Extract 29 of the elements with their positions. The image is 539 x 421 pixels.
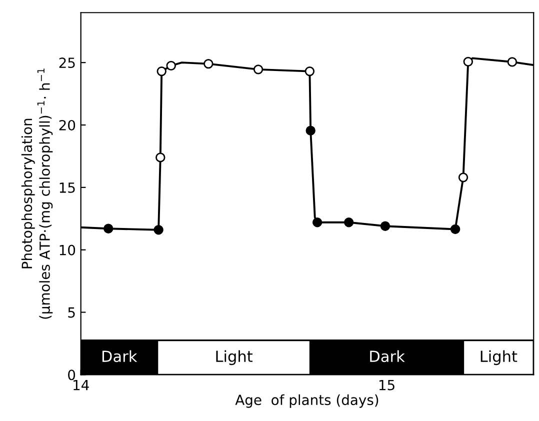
point xyxy=(450,224,460,234)
y-tick-label: 5 xyxy=(68,307,75,318)
x-tick-label: 14 xyxy=(74,380,89,390)
point xyxy=(458,172,468,182)
y-tick-label: 0 xyxy=(68,370,76,380)
point xyxy=(104,224,114,234)
point xyxy=(253,64,264,74)
point xyxy=(204,58,214,69)
point xyxy=(507,57,518,67)
y-tick-label: 20 xyxy=(59,120,76,130)
point xyxy=(154,225,164,235)
band-label: Dark xyxy=(102,350,138,362)
point xyxy=(344,218,354,228)
band-label: Dark xyxy=(370,350,405,362)
point xyxy=(156,152,166,162)
point xyxy=(306,126,316,136)
point xyxy=(312,218,322,228)
point xyxy=(304,66,315,76)
y-tick-label: 15 xyxy=(60,182,75,193)
band-label: Light xyxy=(480,350,518,366)
point xyxy=(156,66,166,76)
band-label: Light xyxy=(216,350,253,366)
y-axis-title: Photophosphorylation (μmoles ATP·(mg chlorophyll)$^{−1}$· h$^{−1}$ xyxy=(21,68,53,319)
y-tick-label: 25 xyxy=(59,58,75,68)
y-tick-label: 10 xyxy=(60,244,76,256)
x-axis-title: Age of plants (days) xyxy=(235,394,378,408)
point xyxy=(166,60,176,71)
point xyxy=(380,221,390,231)
point xyxy=(463,56,474,67)
